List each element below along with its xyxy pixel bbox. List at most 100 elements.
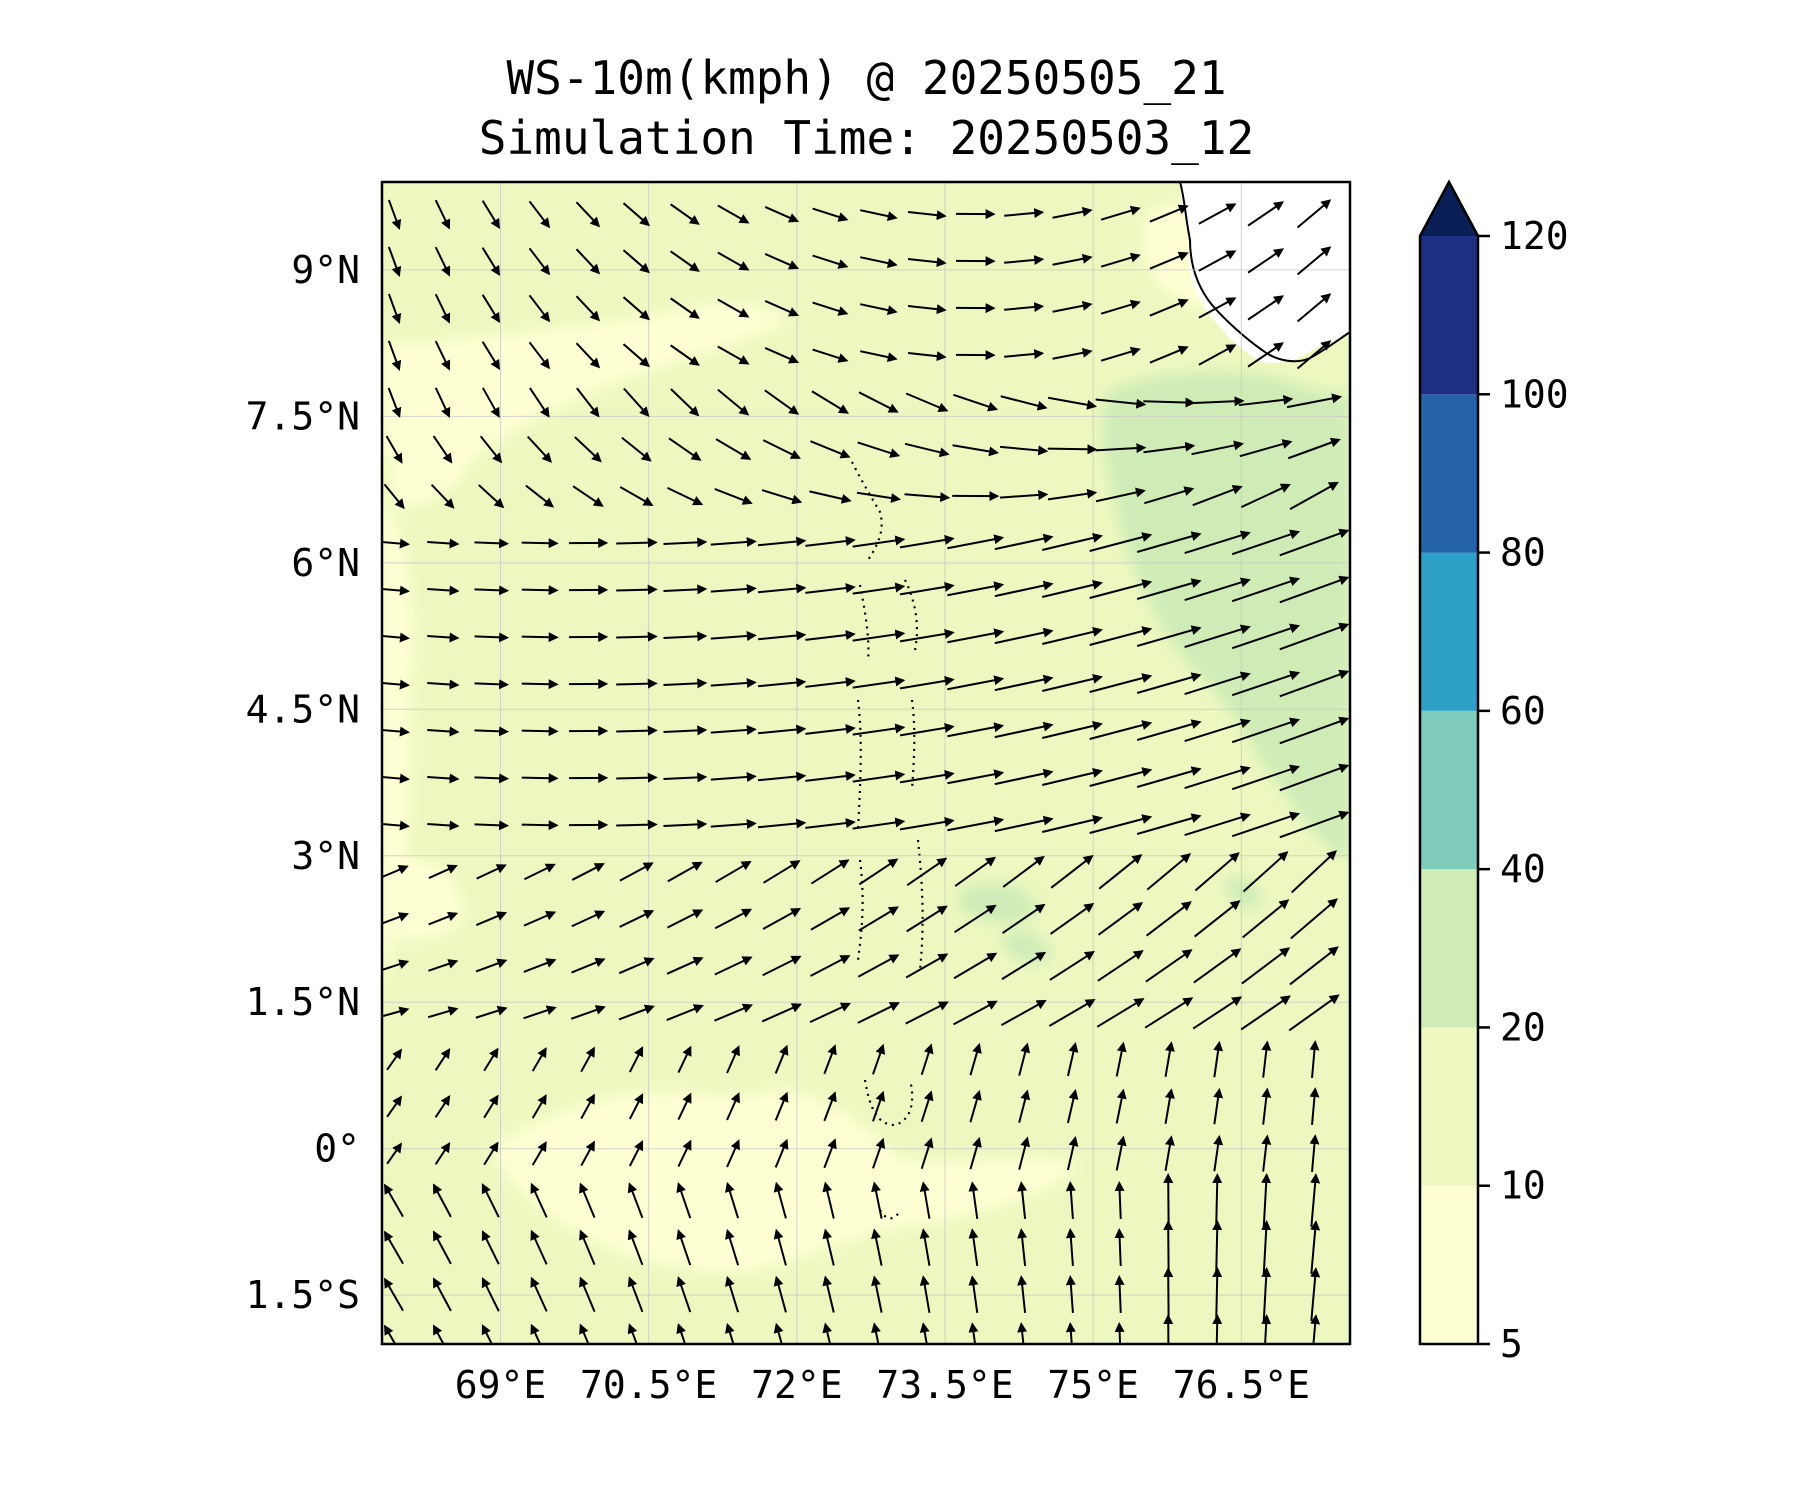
wind-arrow (1100, 346, 1141, 362)
wind-arrow (852, 723, 906, 736)
wind-arrow (1184, 530, 1251, 555)
wind-arrow (434, 340, 451, 371)
wind-arrow (805, 724, 856, 735)
wind-arrow (1213, 1134, 1224, 1172)
wind-arrow (1002, 903, 1046, 934)
wind-arrow (757, 771, 807, 782)
wind-arrow (872, 1137, 886, 1169)
wind-arrow (387, 199, 402, 230)
wind-arrow (1310, 1220, 1321, 1274)
wind-arrow (475, 958, 508, 973)
wind-arrow (823, 1044, 837, 1075)
wind-arrow (1041, 579, 1103, 598)
wind-arrow (994, 815, 1054, 833)
wind-arrow (481, 1324, 493, 1344)
wind-arrow (521, 679, 559, 690)
wind-arrow (1198, 297, 1237, 319)
wind-arrow (1047, 396, 1098, 410)
wind-arrow (994, 580, 1054, 598)
wind-arrow (382, 679, 410, 690)
wind-arrow (571, 910, 606, 928)
wind-arrow (1212, 1314, 1223, 1344)
wind-arrow (812, 254, 849, 269)
wind-arrow (953, 393, 999, 412)
wind-arrow (1296, 246, 1332, 276)
wind-arrow (575, 248, 601, 275)
wind-arrow (1049, 950, 1095, 981)
wind-arrow (860, 256, 898, 269)
wind-arrow (618, 1004, 655, 1021)
wind-arrow (1136, 766, 1202, 788)
wind-arrow (1242, 851, 1289, 893)
wind-arrow (1279, 716, 1350, 745)
wind-arrow (427, 632, 460, 643)
wind-arrow (1241, 947, 1291, 985)
wind-arrow (717, 388, 750, 416)
wind-arrow (947, 722, 1005, 738)
wind-arrow (822, 1228, 835, 1266)
wind-arrow (1309, 1040, 1320, 1079)
wind-arrow (1096, 998, 1145, 1028)
wind-arrow (483, 1141, 499, 1166)
wind-arrow (762, 955, 802, 977)
wind-arrow (676, 1182, 692, 1219)
wind-arrow (994, 768, 1054, 786)
wind-arrow (521, 820, 559, 831)
wind-arrow (852, 535, 906, 548)
wind-arrow (757, 677, 807, 688)
wind-arrow (432, 435, 453, 464)
lat-tick-label: 1.5°N (246, 980, 360, 1024)
wind-arrow (616, 537, 658, 548)
wind-arrow (1261, 1173, 1272, 1228)
wind-arrow (523, 958, 557, 973)
wind-arrow (481, 387, 500, 418)
wind-arrow (531, 1141, 547, 1166)
wind-arrow (757, 630, 807, 641)
wind-arrow (952, 444, 1000, 457)
wind-arrow (764, 300, 800, 317)
wind-arrow (717, 251, 750, 271)
wind-arrow (812, 207, 849, 222)
wind-arrow (809, 1002, 851, 1024)
wind-arrow (384, 1277, 404, 1312)
wind-arrow (666, 909, 704, 929)
wind-arrow (627, 1323, 638, 1344)
wind-arrow (475, 911, 508, 926)
wind-arrow (1052, 347, 1093, 360)
wind-arrow (899, 769, 955, 784)
lon-tick-label: 72°E (751, 1363, 843, 1407)
wind-arrow (1213, 1040, 1224, 1078)
wind-arrow (999, 489, 1049, 500)
wind-arrow (1198, 203, 1237, 225)
wind-arrow (1240, 995, 1291, 1031)
wind-arrow (947, 628, 1005, 644)
wind-arrow (1114, 1275, 1125, 1314)
wind-arrow (1290, 898, 1338, 940)
wind-arrow (483, 1094, 499, 1119)
wind-arrow (774, 1044, 789, 1074)
wind-arrow (670, 250, 700, 272)
wind-arrow (386, 1095, 403, 1118)
wind-arrow (1309, 1087, 1320, 1126)
wind-arrow (616, 819, 658, 830)
wind-arrow (905, 1001, 949, 1025)
wind-arrow (994, 674, 1054, 692)
wind-arrow (857, 441, 901, 458)
wind-arrow (571, 863, 605, 881)
wind-arrow (575, 342, 601, 369)
wind-arrow (474, 632, 510, 643)
colorbar-segment (1420, 710, 1478, 870)
wind-arrow (521, 726, 559, 737)
wind-arrow (1164, 1041, 1175, 1077)
wind-arrow (773, 1181, 787, 1219)
wind-arrow (663, 819, 708, 830)
colorbar-segment (1420, 552, 1478, 711)
wind-arrow (386, 1142, 403, 1165)
wind-arrow (812, 301, 849, 316)
wind-arrow (809, 955, 851, 977)
wind-arrow (710, 677, 757, 688)
wind-arrow (579, 1229, 596, 1265)
wind-arrow (725, 1322, 735, 1344)
wind-arrow (904, 492, 951, 503)
wind-arrow (1089, 579, 1153, 599)
